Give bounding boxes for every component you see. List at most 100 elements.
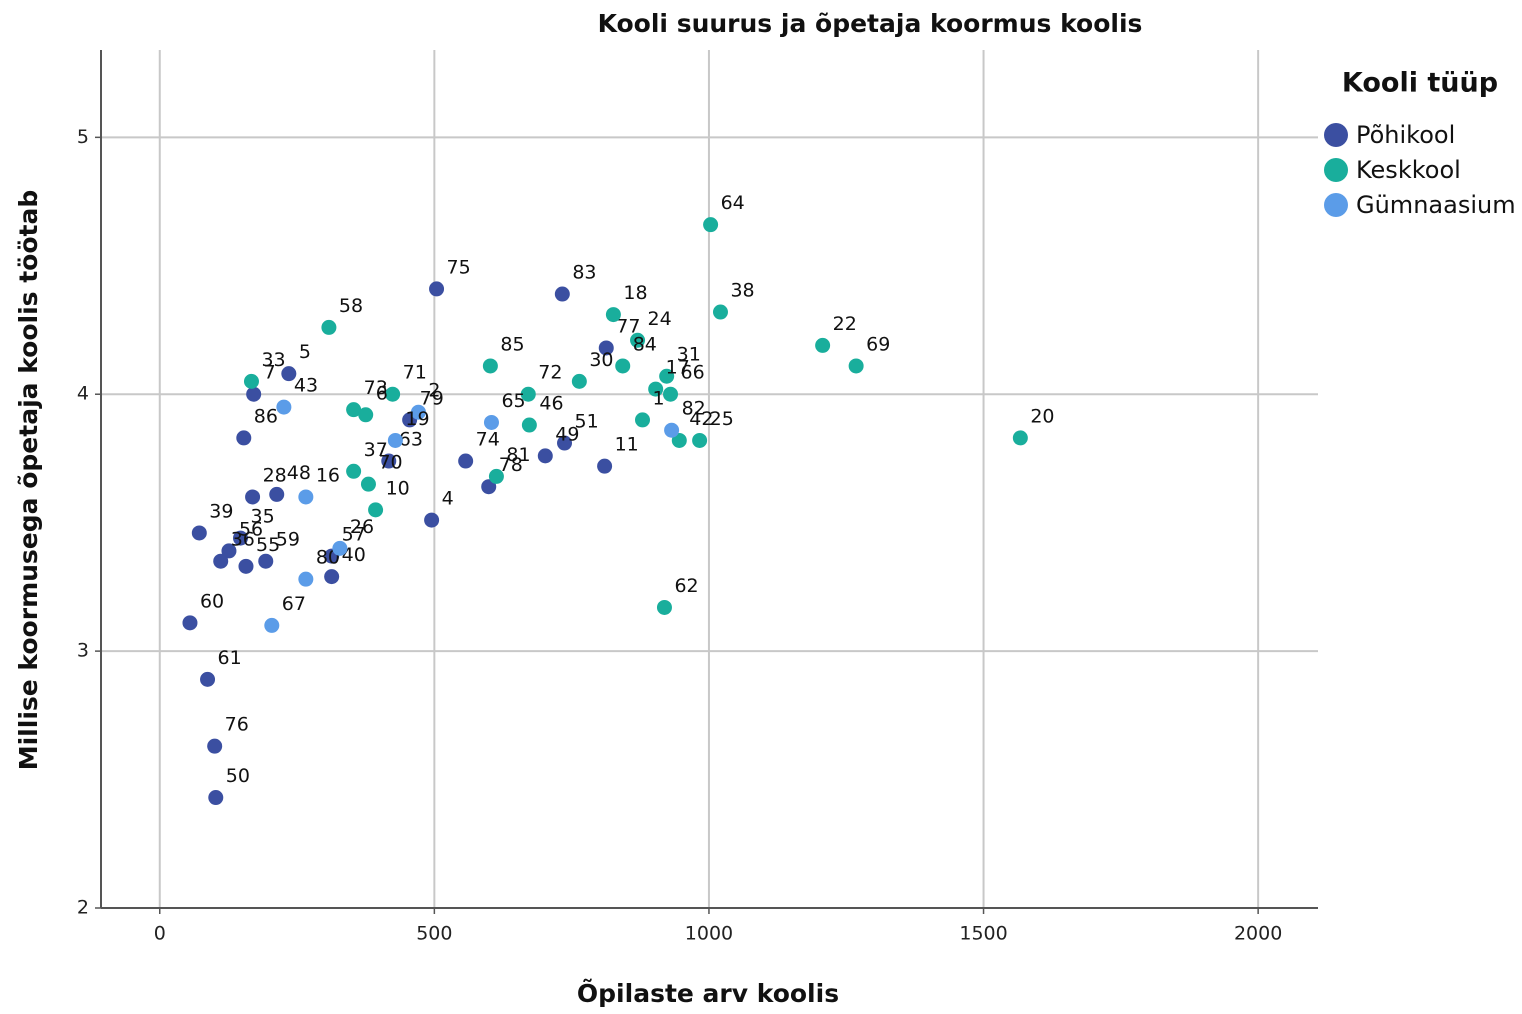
point-label: 82 xyxy=(682,398,706,420)
point xyxy=(200,671,216,687)
point-label: 50 xyxy=(226,765,250,787)
point xyxy=(848,358,864,374)
point xyxy=(281,366,297,382)
point-label: 49 xyxy=(555,423,579,445)
point-label: 18 xyxy=(623,282,647,304)
point xyxy=(537,448,553,464)
point xyxy=(483,414,499,430)
point-label: 72 xyxy=(538,362,562,384)
point xyxy=(410,404,426,420)
point-label: 5 xyxy=(299,341,311,363)
point-label: 78 xyxy=(499,454,523,476)
point-label: 63 xyxy=(399,429,423,451)
point xyxy=(482,358,498,374)
point xyxy=(630,332,646,348)
point xyxy=(1012,430,1028,446)
legend-label: Gümnaasium xyxy=(1356,191,1516,219)
point-label: 83 xyxy=(572,262,596,284)
point xyxy=(712,304,728,320)
point xyxy=(429,281,445,297)
point xyxy=(597,458,613,474)
point-label: 76 xyxy=(225,714,249,736)
point-label: 86 xyxy=(254,405,278,427)
point xyxy=(208,790,224,806)
point-label: 22 xyxy=(833,313,857,335)
point-label: 25 xyxy=(710,408,734,430)
point-label: 24 xyxy=(648,308,672,330)
point-label: 58 xyxy=(339,295,363,317)
point xyxy=(358,407,374,423)
point xyxy=(385,386,401,402)
point-label: 85 xyxy=(500,333,524,355)
point-label: 19 xyxy=(405,408,429,430)
point-label: 17 xyxy=(666,357,690,379)
point-label: 71 xyxy=(403,362,427,384)
point-label: 4 xyxy=(442,488,454,510)
point-label: 65 xyxy=(501,390,525,412)
point xyxy=(692,432,708,448)
point-label: 37 xyxy=(364,439,388,461)
x-axis-label: Õpilaste arv koolis xyxy=(577,978,839,1008)
point xyxy=(557,435,573,451)
point-label: 20 xyxy=(1030,405,1054,427)
point-label: 10 xyxy=(386,477,410,499)
y-tick-label: 2 xyxy=(77,897,89,919)
point xyxy=(656,599,672,615)
point xyxy=(324,569,340,585)
point xyxy=(521,417,537,433)
point-label: 79 xyxy=(420,387,444,409)
point xyxy=(387,432,403,448)
legend-marker xyxy=(1324,123,1348,147)
x-tick-label: 0 xyxy=(154,923,166,945)
point-label: 69 xyxy=(866,333,890,355)
point xyxy=(246,386,262,402)
point xyxy=(663,386,679,402)
point xyxy=(182,615,198,631)
point-label: 42 xyxy=(689,408,713,430)
point-label: 77 xyxy=(616,315,640,337)
point-label: 30 xyxy=(589,349,613,371)
point-label: 73 xyxy=(364,377,388,399)
x-tick-label: 1000 xyxy=(685,923,733,945)
point-label: 28 xyxy=(263,464,287,486)
point xyxy=(481,479,497,495)
point-label: 7 xyxy=(264,362,276,384)
point-label: 2 xyxy=(428,380,440,402)
point-label: 6 xyxy=(376,382,388,404)
point xyxy=(598,340,614,356)
point xyxy=(368,502,384,518)
point-label: 60 xyxy=(200,590,224,612)
point xyxy=(554,286,570,302)
point-label: 59 xyxy=(276,529,300,551)
point-label: 35 xyxy=(250,506,274,528)
point xyxy=(815,337,831,353)
point xyxy=(238,558,254,574)
point xyxy=(321,319,337,335)
point xyxy=(648,381,664,397)
point xyxy=(276,399,292,415)
point xyxy=(332,540,348,556)
point-label: 1 xyxy=(652,387,664,409)
point xyxy=(424,512,440,528)
legend-marker xyxy=(1324,193,1348,217)
point-label: 31 xyxy=(677,344,701,366)
point-label: 43 xyxy=(294,375,318,397)
point-label: 51 xyxy=(575,411,599,433)
point-label: 64 xyxy=(721,192,745,214)
point xyxy=(346,463,362,479)
point xyxy=(236,430,252,446)
point xyxy=(664,422,680,438)
point-label: 67 xyxy=(282,593,306,615)
point xyxy=(605,307,621,323)
point xyxy=(346,402,362,418)
point xyxy=(232,530,248,546)
y-tick-label: 5 xyxy=(77,126,89,148)
point xyxy=(520,386,536,402)
point xyxy=(488,468,504,484)
point xyxy=(191,525,207,541)
point-label: 33 xyxy=(261,349,285,371)
point xyxy=(207,738,223,754)
point xyxy=(245,489,261,505)
point xyxy=(458,453,474,469)
